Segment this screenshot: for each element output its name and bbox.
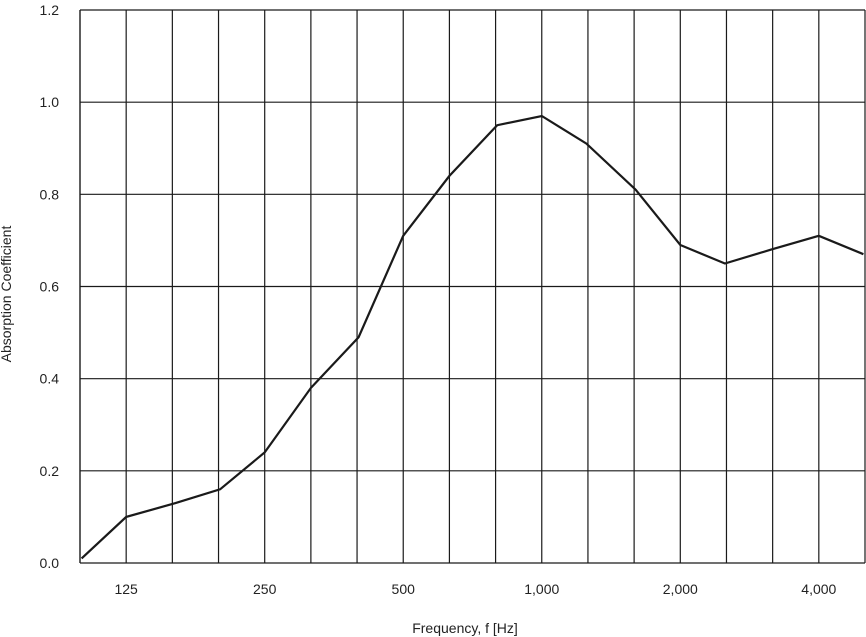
x-tick-label: 250: [253, 581, 277, 597]
y-tick-label: 0.8: [40, 186, 60, 202]
x-tick-label: 500: [392, 581, 416, 597]
x-tick-label: 1,000: [524, 581, 559, 597]
x-tick-label: 125: [114, 581, 138, 597]
grid: [80, 9, 865, 564]
plot-frame: [79, 10, 866, 563]
series-layer: [80, 114, 864, 560]
x-axis-title: Frequency, f [Hz]: [412, 620, 518, 636]
x-axis-ticks: 125 250 500 1,000 2,000 4,000: [114, 581, 836, 597]
series-line: [80, 114, 864, 560]
y-tick-label: 0.6: [40, 279, 60, 295]
x-tick-label: 4,000: [801, 581, 836, 597]
y-tick-label: 1.0: [40, 94, 60, 110]
y-tick-label: 0.4: [40, 371, 60, 387]
y-tick-label: 1.2: [40, 2, 60, 18]
y-axis-title: Absorption Coefficient: [0, 226, 14, 363]
y-tick-label: 0.0: [40, 555, 60, 571]
x-tick-label: 2,000: [663, 581, 698, 597]
y-tick-label: 0.2: [40, 463, 60, 479]
y-axis-ticks: 0.0 0.2 0.4 0.6 0.8 1.0 1.2: [40, 2, 60, 571]
